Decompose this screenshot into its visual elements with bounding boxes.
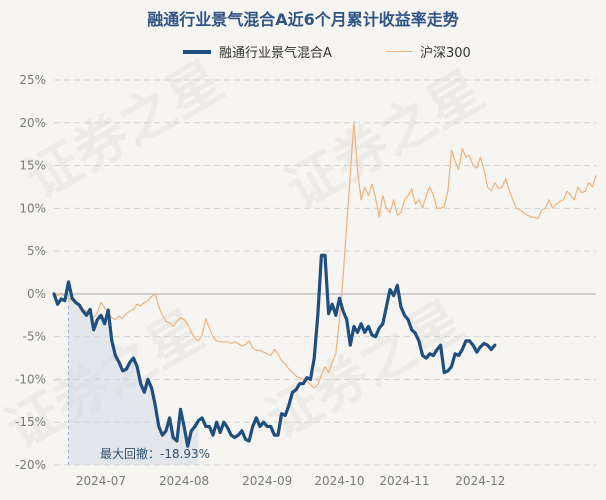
x-tick-label: 2024-07 bbox=[76, 474, 126, 488]
watermark-text: 证券之星 bbox=[255, 289, 474, 452]
y-tick-label: -5% bbox=[23, 330, 46, 344]
series-line-fund[interactable] bbox=[52, 253, 497, 448]
legend-swatch-fund bbox=[183, 49, 211, 54]
watermark-text: 证券之星 bbox=[15, 49, 234, 212]
y-axis-ticks: 25% 20% 15% 10% 5% 0% -5% -10% -15% -20% bbox=[15, 73, 46, 472]
series-lines bbox=[52, 121, 597, 448]
y-tick-label: 20% bbox=[19, 116, 46, 130]
y-tick-label: 5% bbox=[27, 244, 46, 258]
watermark-text: 证券之星 bbox=[275, 59, 494, 222]
series-line-index[interactable] bbox=[53, 121, 597, 389]
chart-title: 融通行业景气混合A近6个月累计收益率走势 bbox=[147, 10, 459, 29]
x-tick-label: 2024-09 bbox=[242, 474, 292, 488]
legend-swatch-index bbox=[386, 51, 412, 52]
y-tick-label: 0% bbox=[27, 287, 46, 301]
x-axis-ticks: 2024-07 2024-08 2024-09 2024-10 2024-11 2024-… bbox=[76, 474, 506, 488]
x-tick-label: 2024-12 bbox=[455, 474, 505, 488]
legend-item-fund[interactable]: 融通行业景气混合A bbox=[183, 42, 332, 61]
legend-item-index[interactable]: 沪深300 bbox=[386, 42, 471, 61]
x-tick-label: 2024-10 bbox=[314, 474, 364, 488]
y-tick-label: 10% bbox=[19, 201, 46, 215]
drawdown-shade bbox=[68, 281, 199, 465]
y-tick-label: 25% bbox=[19, 73, 46, 87]
max-drawdown-label: 最大回撤：-18.93% bbox=[100, 446, 210, 461]
x-tick-label: 2024-08 bbox=[159, 474, 209, 488]
chart-legend: 融通行业景气混合A 沪深300 bbox=[0, 42, 606, 62]
y-tick-label: -20% bbox=[15, 458, 46, 472]
y-tick-label: -15% bbox=[15, 415, 46, 429]
y-tick-label: -10% bbox=[15, 372, 46, 386]
grid-lines bbox=[54, 79, 596, 466]
annotation-layer: 最大回撤：-18.93% bbox=[100, 446, 210, 461]
legend-label-index: 沪深300 bbox=[420, 46, 471, 61]
y-tick-label: 15% bbox=[19, 159, 46, 173]
legend-label-fund: 融通行业景气混合A bbox=[219, 46, 332, 61]
drawdown-area bbox=[67, 281, 199, 465]
x-tick-label: 2024-11 bbox=[379, 474, 429, 488]
